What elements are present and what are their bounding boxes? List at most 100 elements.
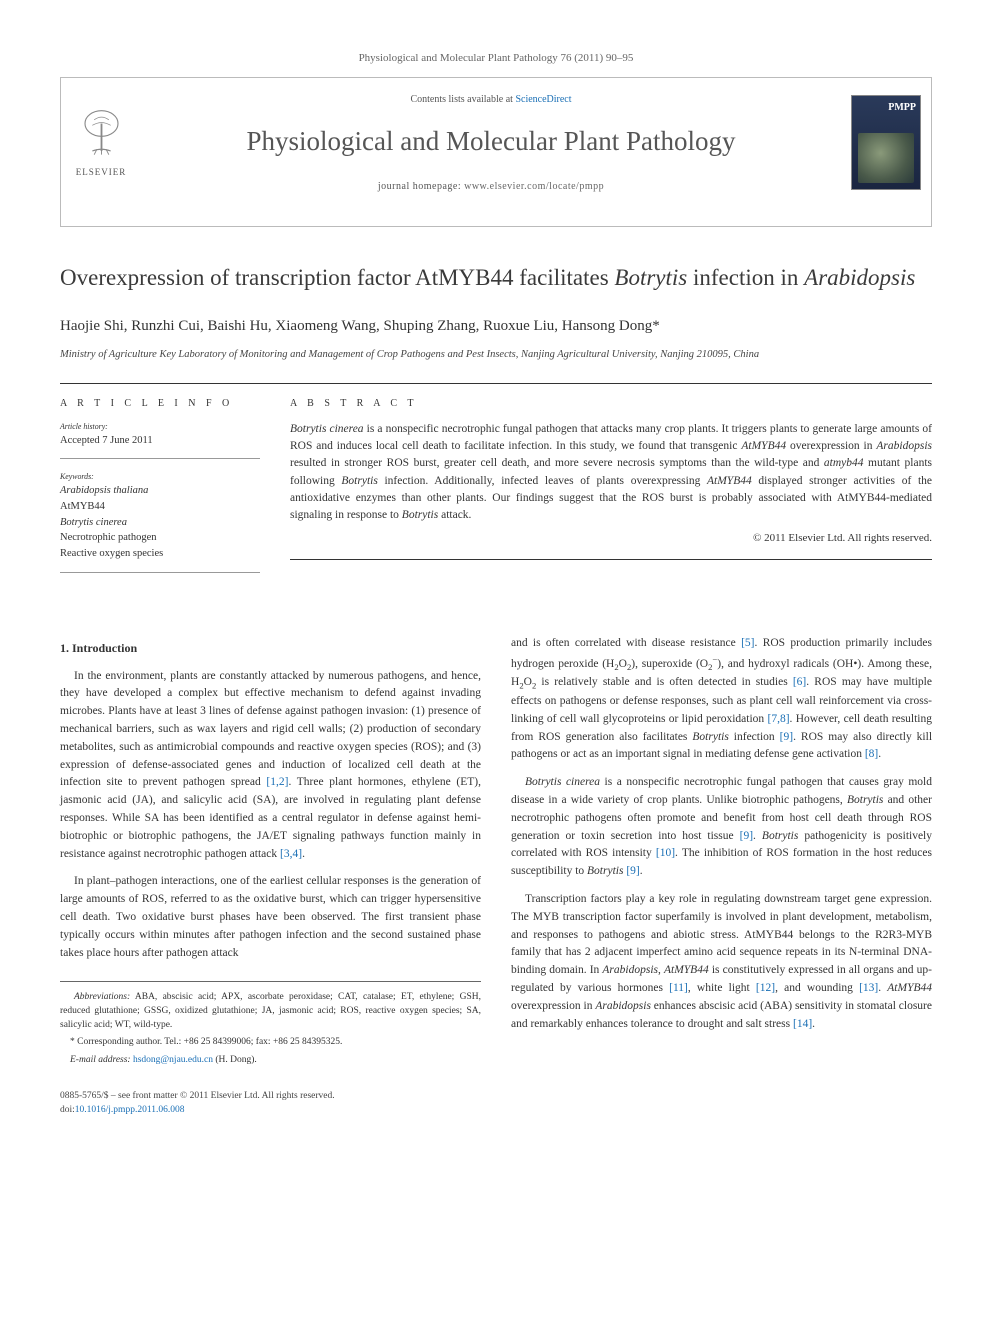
ital-arabidopsis: Arabidopsis: [595, 1000, 651, 1012]
footer-copyright: 0885-5765/$ – see front matter © 2011 El…: [60, 1089, 932, 1103]
citation-link[interactable]: [6]: [793, 676, 806, 688]
history-value: Accepted 7 June 2011: [60, 433, 260, 449]
abstract-head: A B S T R A C T: [290, 396, 932, 411]
history-label: Article history:: [60, 421, 260, 433]
text-run: .: [878, 748, 881, 760]
doi-prefix: doi:: [60, 1105, 75, 1115]
article-history-block: Article history: Accepted 7 June 2011: [60, 421, 260, 460]
title-part-1: Overexpression of transcription factor A…: [60, 265, 614, 290]
citation-link[interactable]: [5]: [741, 637, 754, 649]
keyword-item: Arabidopsis thaliana: [60, 483, 260, 499]
elsevier-tree-icon: [74, 107, 129, 162]
ital-botrytis: Botrytis: [847, 794, 883, 806]
citation-link[interactable]: [9]: [780, 731, 793, 743]
citation-link[interactable]: [1,2]: [266, 776, 288, 788]
author-list: Haojie Shi, Runzhi Cui, Baishi Hu, Xiaom…: [60, 315, 932, 338]
title-part-2: infection in: [687, 265, 804, 290]
ital-atmyb44: AtMYB44: [664, 964, 709, 976]
body-paragraph: and is often correlated with disease res…: [511, 635, 932, 764]
text-run: , and wounding: [775, 982, 859, 994]
citation-link[interactable]: [7,8]: [768, 713, 790, 725]
email-link[interactable]: hsdong@njau.edu.cn: [133, 1055, 213, 1065]
email-suffix: (H. Dong).: [213, 1055, 257, 1065]
text-run: and is often correlated with disease res…: [511, 637, 741, 649]
keywords-block: Keywords: Arabidopsis thaliana AtMYB44 B…: [60, 471, 260, 573]
email-label: E-mail address:: [70, 1055, 133, 1065]
text-run: .: [753, 830, 762, 842]
text-run: ), superoxide (O: [631, 658, 708, 670]
corr-label: * Corresponding author.: [70, 1037, 164, 1047]
contents-prefix: Contents lists available at: [410, 94, 515, 105]
corr-text: Tel.: +86 25 84399006; fax: +86 25 84395…: [164, 1037, 342, 1047]
keywords-label: Keywords:: [60, 471, 260, 483]
footnotes-block: Abbreviations: ABA, abscisic acid; APX, …: [60, 981, 481, 1067]
journal-cover-thumbnail: PMPP: [851, 95, 921, 190]
keyword-item: Necrotrophic pathogen: [60, 530, 260, 546]
doi-link[interactable]: 10.1016/j.pmpp.2011.06.008: [75, 1105, 185, 1115]
ital-botrytis: Botrytis: [587, 865, 623, 877]
running-head: Physiological and Molecular Plant Pathol…: [60, 50, 932, 67]
text-run: O: [619, 658, 627, 670]
ital-botrytis: Botrytis: [762, 830, 798, 842]
cover-image-placeholder: [858, 133, 914, 183]
homepage-line: journal homepage: www.elsevier.com/locat…: [151, 179, 831, 194]
citation-link[interactable]: [3,4]: [280, 848, 302, 860]
section-heading-intro: 1. Introduction: [60, 639, 481, 658]
abbreviations-footnote: Abbreviations: ABA, abscisic acid; APX, …: [60, 990, 481, 1033]
journal-cover-block: PMPP: [841, 78, 931, 209]
contents-line: Contents lists available at ScienceDirec…: [151, 92, 831, 107]
text-run: is relatively stable and is often detect…: [536, 676, 793, 688]
title-ital-1: Botrytis: [614, 265, 687, 290]
text-run: .: [302, 848, 305, 860]
citation-link[interactable]: [13]: [859, 982, 878, 994]
title-ital-2: Arabidopsis: [804, 265, 915, 290]
homepage-prefix: journal homepage:: [378, 181, 464, 192]
article-info-head: A R T I C L E I N F O: [60, 396, 260, 411]
body-columns: 1. Introduction In the environment, plan…: [60, 635, 932, 1067]
homepage-link[interactable]: www.elsevier.com/locate/pmpp: [464, 181, 604, 192]
ital-arabidopsis: Arabidopsis: [602, 964, 658, 976]
keyword-item: Reactive oxygen species: [60, 546, 260, 562]
abstract-copyright: © 2011 Elsevier Ltd. All rights reserved…: [290, 530, 932, 547]
citation-link[interactable]: [9]: [740, 830, 753, 842]
text-run: In the environment, plants are constantl…: [60, 670, 481, 789]
text-run: In plant–pathogen interactions, one of t…: [60, 875, 481, 958]
text-run: overexpression in: [511, 1000, 595, 1012]
citation-link[interactable]: [14]: [793, 1018, 812, 1030]
citation-link[interactable]: [10]: [656, 847, 675, 859]
abstract-text: Botrytis cinerea is a nonspecific necrot…: [290, 421, 932, 560]
keyword-item: AtMYB44: [60, 499, 260, 515]
text-run: .: [812, 1018, 815, 1030]
corresponding-author-footnote: * Corresponding author. Tel.: +86 25 843…: [60, 1035, 481, 1049]
masthead-center: Contents lists available at ScienceDirec…: [141, 78, 841, 209]
masthead-row: ELSEVIER Contents lists available at Sci…: [61, 78, 931, 209]
ital-atmyb44: AtMYB44: [887, 982, 932, 994]
sciencedirect-link[interactable]: ScienceDirect: [515, 94, 571, 105]
text-run: , white light: [688, 982, 756, 994]
page-footer: 0885-5765/$ – see front matter © 2011 El…: [60, 1089, 932, 1118]
citation-link[interactable]: [11]: [669, 982, 688, 994]
abbrev-label: Abbreviations:: [74, 992, 130, 1002]
citation-link[interactable]: [12]: [756, 982, 775, 994]
journal-masthead: ELSEVIER Contents lists available at Sci…: [60, 77, 932, 227]
citation-link[interactable]: [8]: [865, 748, 878, 760]
body-paragraph: Transcription factors play a key role in…: [511, 891, 932, 1034]
footer-doi-line: doi:10.1016/j.pmpp.2011.06.008: [60, 1103, 932, 1117]
publisher-logo-block: ELSEVIER: [61, 78, 141, 209]
cover-abbrev: PMPP: [888, 100, 916, 115]
body-paragraph: In the environment, plants are constantl…: [60, 668, 481, 864]
abstract-col: A B S T R A C T Botrytis cinerea is a no…: [290, 383, 932, 585]
body-paragraph: In plant–pathogen interactions, one of t…: [60, 873, 481, 962]
text-run: .: [878, 982, 887, 994]
text-run: O: [524, 676, 532, 688]
info-abstract-row: A R T I C L E I N F O Article history: A…: [60, 383, 932, 585]
ital-botrytis: Botrytis: [692, 731, 728, 743]
body-paragraph: Botrytis cinerea is a nonspecific necrot…: [511, 774, 932, 881]
article-info-col: A R T I C L E I N F O Article history: A…: [60, 383, 260, 585]
journal-name: Physiological and Molecular Plant Pathol…: [151, 121, 831, 162]
text-run: . Three plant hormones, ethylene (ET), j…: [60, 776, 481, 859]
affiliation: Ministry of Agriculture Key Laboratory o…: [60, 347, 932, 363]
page-container: Physiological and Molecular Plant Pathol…: [0, 0, 992, 1167]
citation-link[interactable]: [9]: [626, 865, 639, 877]
ital-botrytis-cinerea: Botrytis cinerea: [525, 776, 600, 788]
